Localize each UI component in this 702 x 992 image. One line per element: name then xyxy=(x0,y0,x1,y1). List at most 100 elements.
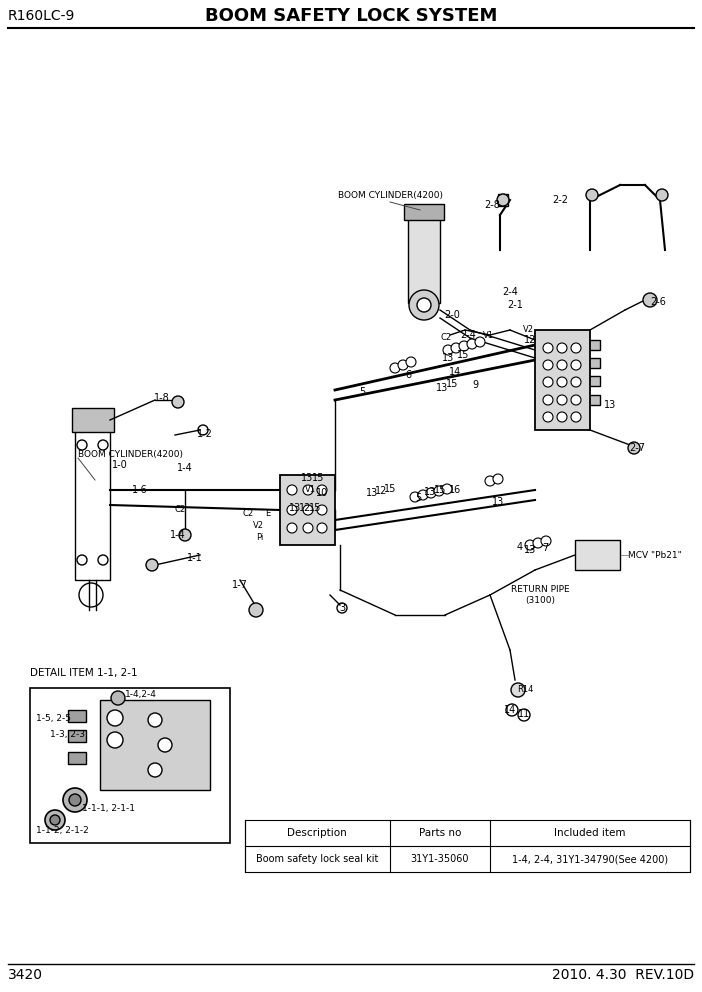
Circle shape xyxy=(442,484,452,494)
Text: 2-6: 2-6 xyxy=(650,297,666,307)
Bar xyxy=(72,408,114,432)
Text: 2-2: 2-2 xyxy=(552,195,568,205)
Bar xyxy=(498,194,508,206)
Circle shape xyxy=(158,738,172,752)
Text: 14: 14 xyxy=(449,367,461,377)
Circle shape xyxy=(410,492,420,502)
Bar xyxy=(100,700,210,790)
Circle shape xyxy=(179,529,191,541)
Text: V2: V2 xyxy=(522,325,534,334)
Text: 12: 12 xyxy=(524,335,536,345)
Text: V2: V2 xyxy=(253,521,263,530)
Circle shape xyxy=(485,476,495,486)
Circle shape xyxy=(148,763,162,777)
Text: Boom safety lock seal kit: Boom safety lock seal kit xyxy=(256,854,378,864)
Bar xyxy=(588,340,600,350)
Text: 15: 15 xyxy=(457,350,469,360)
Circle shape xyxy=(317,523,327,533)
Circle shape xyxy=(443,345,453,355)
Circle shape xyxy=(543,360,553,370)
Text: 13: 13 xyxy=(492,497,504,507)
Circle shape xyxy=(249,603,263,617)
Text: Description: Description xyxy=(287,828,347,838)
Circle shape xyxy=(63,788,87,812)
Circle shape xyxy=(571,395,581,405)
Text: R14: R14 xyxy=(517,685,534,694)
Text: 1-4,2-4: 1-4,2-4 xyxy=(125,690,157,699)
Circle shape xyxy=(390,363,400,373)
Circle shape xyxy=(628,442,640,454)
Text: 12: 12 xyxy=(299,503,311,513)
Circle shape xyxy=(518,709,530,721)
Text: R160LC-9: R160LC-9 xyxy=(8,9,75,23)
Circle shape xyxy=(146,559,158,571)
Text: 2-4: 2-4 xyxy=(460,330,476,340)
Circle shape xyxy=(451,343,461,353)
Bar xyxy=(588,376,600,386)
Text: 1-2: 1-2 xyxy=(197,429,213,439)
Text: 13: 13 xyxy=(289,503,301,513)
Bar xyxy=(245,820,690,872)
Text: V1: V1 xyxy=(482,330,494,339)
Circle shape xyxy=(643,293,657,307)
Circle shape xyxy=(571,343,581,353)
Text: 15: 15 xyxy=(309,503,322,513)
Circle shape xyxy=(317,485,327,495)
Text: 1-4: 1-4 xyxy=(170,530,186,540)
Text: 2-1: 2-1 xyxy=(507,300,523,310)
Circle shape xyxy=(586,189,598,201)
Text: 2-4: 2-4 xyxy=(502,287,518,297)
Bar xyxy=(404,204,444,220)
Text: 13: 13 xyxy=(436,383,448,393)
Text: C2: C2 xyxy=(174,506,185,515)
Circle shape xyxy=(459,341,469,351)
Circle shape xyxy=(543,412,553,422)
Text: 1-1: 1-1 xyxy=(187,553,203,563)
Text: BOOM CYLINDER(4200): BOOM CYLINDER(4200) xyxy=(78,450,183,459)
Circle shape xyxy=(418,490,428,500)
Circle shape xyxy=(69,794,81,806)
Circle shape xyxy=(543,395,553,405)
Text: 9: 9 xyxy=(472,380,478,390)
Text: 1-1-1, 2-1-1: 1-1-1, 2-1-1 xyxy=(82,804,135,812)
Text: 1-8: 1-8 xyxy=(154,393,170,403)
Text: RETURN PIPE
(3100): RETURN PIPE (3100) xyxy=(510,585,569,605)
Text: 5: 5 xyxy=(359,387,365,397)
Circle shape xyxy=(475,337,485,347)
Circle shape xyxy=(406,357,416,367)
Text: 15: 15 xyxy=(312,473,324,483)
Circle shape xyxy=(107,732,123,748)
Text: 10: 10 xyxy=(316,488,328,498)
Text: 13: 13 xyxy=(424,487,436,497)
Circle shape xyxy=(557,377,567,387)
Bar xyxy=(588,358,600,368)
Text: 2-7: 2-7 xyxy=(629,443,645,453)
Circle shape xyxy=(148,713,162,727)
Bar xyxy=(588,395,600,405)
Bar xyxy=(68,730,86,742)
Text: 12: 12 xyxy=(375,486,388,496)
Circle shape xyxy=(172,396,184,408)
Circle shape xyxy=(409,290,439,320)
Text: 13: 13 xyxy=(301,473,313,483)
Circle shape xyxy=(434,486,444,496)
Text: V1: V1 xyxy=(305,485,315,494)
Text: 14: 14 xyxy=(504,705,516,715)
Text: 16: 16 xyxy=(449,485,461,495)
Circle shape xyxy=(557,343,567,353)
Text: 6: 6 xyxy=(405,370,411,380)
Bar xyxy=(575,540,620,570)
Text: 3420: 3420 xyxy=(8,968,43,982)
Text: C2: C2 xyxy=(440,333,451,342)
Text: 2-0: 2-0 xyxy=(444,310,460,320)
Text: MCV "Pb21": MCV "Pb21" xyxy=(628,551,682,559)
Text: 1-0: 1-0 xyxy=(112,460,128,470)
Circle shape xyxy=(467,339,477,349)
Text: 2010. 4.30  REV.10D: 2010. 4.30 REV.10D xyxy=(552,968,694,982)
Text: 15: 15 xyxy=(384,484,396,494)
Circle shape xyxy=(557,395,567,405)
Text: 11: 11 xyxy=(518,709,530,719)
Text: BOOM CYLINDER(4200): BOOM CYLINDER(4200) xyxy=(338,191,442,200)
Circle shape xyxy=(303,505,313,515)
Text: 1-4: 1-4 xyxy=(177,463,193,473)
